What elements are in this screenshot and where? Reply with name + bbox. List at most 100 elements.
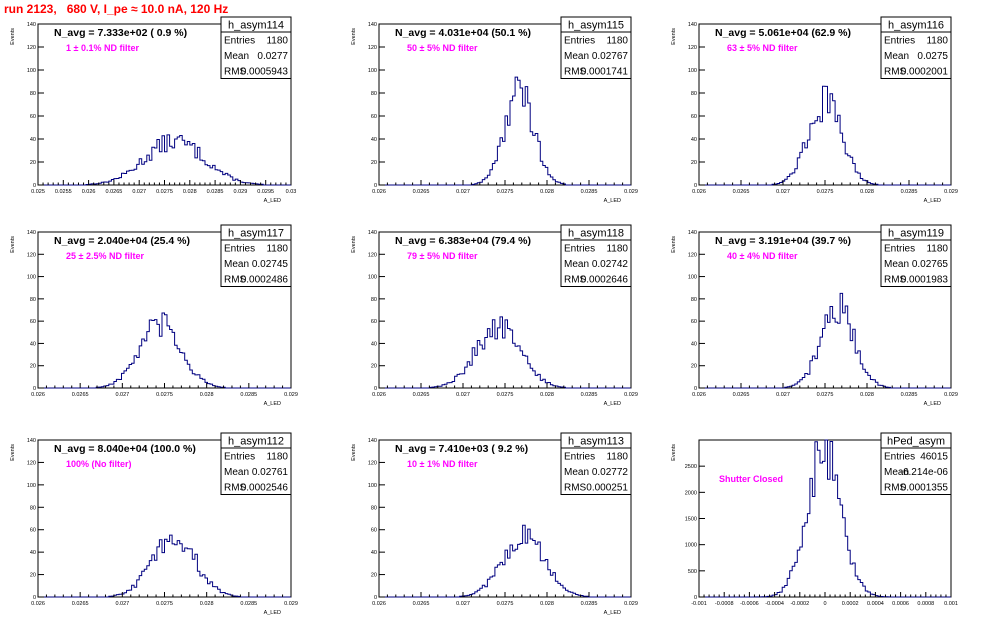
x-tick-label: 0.0285: [581, 601, 598, 607]
y-tick-label: 100: [688, 275, 697, 281]
y-tick-label: 140: [688, 230, 697, 236]
panel-h_asym115: 0.026 0.0265 0.027 0.0275 0.028 0.0285 0.029 0 2…: [351, 16, 638, 204]
y-tick-label: 60: [691, 319, 697, 325]
x-tick-label: 0.026: [372, 392, 386, 398]
x-tick-label: -0.0006: [740, 601, 759, 607]
x-tick-label: 0.028: [860, 392, 874, 398]
x-tick-label: -0.0002: [790, 601, 809, 607]
x-tick-label: 0.0285: [901, 392, 918, 398]
stats-box: [560, 16, 632, 79]
stat-label: Mean: [224, 51, 249, 62]
y-tick-label: 80: [30, 91, 36, 97]
histogram-name: h_asym113: [568, 436, 624, 448]
filter-annotation: 100% (No filter): [66, 459, 132, 469]
stat-value: 0.0002001: [901, 67, 949, 78]
stat-label: Mean: [884, 259, 909, 270]
x-tick-label: 0.0285: [901, 189, 918, 195]
stat-value: 0.0275: [917, 51, 948, 62]
stat-label: Mean: [224, 467, 249, 478]
x-tick-label: 0.0275: [156, 189, 173, 195]
y-tick-label: 120: [27, 460, 36, 466]
y-axis-title: Events: [351, 28, 357, 45]
navg-label: N_avg = 7.410e+03 ( 9.2 %): [395, 443, 528, 455]
filter-annotation: 10 ± 1% ND filter: [407, 459, 478, 469]
x-tick-label: 0.0275: [497, 601, 514, 607]
y-tick-label: 140: [368, 230, 377, 236]
y-tick-label: 120: [368, 252, 377, 258]
panel-hPed_asym: -0.001 -0.0008 -0.0006 -0.0004 -0.0002 0 0.000…: [671, 432, 958, 607]
y-tick-label: 20: [691, 364, 697, 370]
y-tick-label: 1500: [685, 517, 697, 523]
x-tick-label: 0.03: [286, 189, 297, 195]
stats-box: [880, 16, 952, 79]
y-tick-label: 80: [30, 505, 36, 511]
y-tick-label: 40: [691, 137, 697, 143]
x-tick-label: 0.027: [115, 392, 129, 398]
x-tick-label: 0.0275: [817, 392, 834, 398]
histogram-bars: [699, 292, 951, 389]
x-tick-label: 0.029: [624, 392, 638, 398]
histogram-bars: [699, 85, 951, 186]
stat-label: Mean: [884, 467, 909, 478]
stat-label: Entries: [884, 36, 915, 47]
filter-annotation: 63 ± 5% ND filter: [727, 43, 798, 53]
y-axis-title: Events: [671, 28, 677, 45]
y-tick-label: 120: [368, 460, 377, 466]
x-tick-label: 0.027: [456, 189, 470, 195]
y-tick-label: 100: [368, 483, 377, 489]
y-tick-label: 40: [691, 341, 697, 347]
stat-label: RMS: [884, 275, 907, 286]
x-tick-label: 0.028: [200, 392, 214, 398]
y-tick-label: 20: [30, 573, 36, 579]
filter-annotation: Shutter Closed: [719, 474, 783, 484]
stats-box: [220, 224, 292, 287]
y-tick-label: 100: [27, 68, 36, 74]
stat-value: -6.214e-06: [900, 467, 949, 478]
y-tick-label: 100: [368, 68, 377, 74]
stat-label: RMS: [564, 483, 587, 494]
y-axis-title: Events: [351, 236, 357, 253]
y-tick-label: 80: [371, 297, 377, 303]
stat-label: Mean: [564, 51, 589, 62]
histogram-name: hPed_asym: [887, 436, 945, 448]
x-tick-label: 0.026: [31, 392, 45, 398]
y-tick-label: 40: [30, 550, 36, 556]
x-tick-label: 0.001: [944, 601, 958, 607]
y-tick-label: 80: [691, 91, 697, 97]
stat-value: 0.02765: [912, 259, 949, 270]
x-tick-label: 0.0285: [240, 392, 257, 398]
y-tick-label: 60: [30, 114, 36, 120]
navg-label: N_avg = 5.061e+04 (62.9 %): [715, 27, 851, 39]
x-tick-label: 0.027: [132, 189, 146, 195]
x-tick-label: 0.029: [624, 189, 638, 195]
stats-box: [560, 432, 632, 495]
stat-label: RMS: [564, 67, 587, 78]
y-axis-title: Events: [351, 444, 357, 461]
y-tick-label: 0: [374, 386, 377, 392]
stat-value: 1180: [266, 244, 288, 255]
stat-label: Entries: [564, 244, 595, 255]
x-tick-label: 0.026: [372, 601, 386, 607]
x-tick-label: -0.001: [691, 601, 707, 607]
x-tick-label: 0.0285: [581, 189, 598, 195]
histogram-name: h_asym119: [888, 228, 944, 240]
stat-value: 1180: [926, 244, 948, 255]
x-tick-label: 0.029: [624, 601, 638, 607]
stats-box: [880, 224, 952, 287]
x-tick-label: 0.0265: [733, 392, 750, 398]
y-tick-label: 140: [368, 438, 377, 444]
stats-box: [880, 432, 952, 495]
stats-box: [220, 432, 292, 495]
navg-label: N_avg = 2.040e+04 (25.4 %): [54, 235, 190, 247]
x-tick-label: 0.0285: [581, 392, 598, 398]
x-tick-label: 0.028: [540, 392, 554, 398]
x-axis-title: A_LED: [604, 198, 621, 204]
histogram-name: h_asym112: [228, 436, 284, 448]
x-tick-label: 0.0275: [156, 392, 173, 398]
y-tick-label: 140: [27, 438, 36, 444]
y-tick-label: 140: [27, 22, 36, 28]
x-tick-label: 0.0265: [733, 189, 750, 195]
y-tick-label: 60: [371, 114, 377, 120]
stat-value: 0.0277: [257, 51, 288, 62]
